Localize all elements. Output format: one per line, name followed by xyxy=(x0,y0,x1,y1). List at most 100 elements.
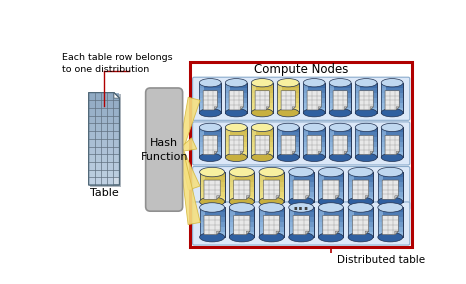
Polygon shape xyxy=(318,177,343,182)
Polygon shape xyxy=(355,83,360,113)
Polygon shape xyxy=(89,177,114,185)
FancyBboxPatch shape xyxy=(192,166,410,210)
Polygon shape xyxy=(318,212,343,217)
Polygon shape xyxy=(359,91,373,110)
Polygon shape xyxy=(259,217,284,222)
Polygon shape xyxy=(251,147,273,153)
Polygon shape xyxy=(370,107,373,110)
Polygon shape xyxy=(344,151,347,154)
Ellipse shape xyxy=(289,197,314,206)
Ellipse shape xyxy=(303,153,325,162)
Polygon shape xyxy=(355,132,377,137)
Polygon shape xyxy=(381,128,386,157)
Polygon shape xyxy=(199,128,221,132)
Polygon shape xyxy=(318,107,321,110)
Ellipse shape xyxy=(348,197,373,206)
Polygon shape xyxy=(289,232,314,237)
Polygon shape xyxy=(348,208,373,237)
Polygon shape xyxy=(89,100,119,108)
Polygon shape xyxy=(199,187,225,192)
Polygon shape xyxy=(255,91,269,110)
Polygon shape xyxy=(266,107,269,110)
Polygon shape xyxy=(348,187,373,192)
Polygon shape xyxy=(378,187,403,192)
Polygon shape xyxy=(226,137,247,142)
Ellipse shape xyxy=(199,153,221,162)
Polygon shape xyxy=(348,182,373,187)
Polygon shape xyxy=(348,192,373,197)
Polygon shape xyxy=(329,132,351,137)
Ellipse shape xyxy=(318,167,343,177)
Polygon shape xyxy=(277,142,299,147)
Ellipse shape xyxy=(277,79,299,87)
Polygon shape xyxy=(199,98,221,103)
Polygon shape xyxy=(199,147,221,153)
Polygon shape xyxy=(199,93,221,98)
Polygon shape xyxy=(333,135,347,154)
Polygon shape xyxy=(229,172,254,177)
Ellipse shape xyxy=(303,123,325,131)
Polygon shape xyxy=(251,93,273,98)
Ellipse shape xyxy=(381,79,403,87)
Polygon shape xyxy=(229,192,254,197)
Polygon shape xyxy=(303,108,325,113)
Polygon shape xyxy=(303,128,325,157)
Polygon shape xyxy=(199,128,221,157)
Polygon shape xyxy=(378,182,403,187)
Polygon shape xyxy=(277,147,299,153)
Ellipse shape xyxy=(378,232,403,242)
Ellipse shape xyxy=(378,203,403,212)
Polygon shape xyxy=(199,177,225,182)
Polygon shape xyxy=(289,192,314,197)
Polygon shape xyxy=(263,216,280,235)
Polygon shape xyxy=(277,88,299,93)
Polygon shape xyxy=(251,128,273,157)
Polygon shape xyxy=(229,172,254,202)
Polygon shape xyxy=(318,222,343,227)
Polygon shape xyxy=(378,192,403,197)
Polygon shape xyxy=(336,196,339,199)
Polygon shape xyxy=(226,147,247,153)
Polygon shape xyxy=(289,197,314,202)
Polygon shape xyxy=(355,128,360,157)
Polygon shape xyxy=(199,182,225,187)
Polygon shape xyxy=(348,227,373,232)
Ellipse shape xyxy=(229,203,254,212)
Polygon shape xyxy=(255,135,269,154)
Polygon shape xyxy=(303,83,308,113)
Polygon shape xyxy=(306,231,309,235)
Polygon shape xyxy=(89,162,119,170)
Polygon shape xyxy=(307,135,321,154)
Polygon shape xyxy=(251,108,273,113)
Polygon shape xyxy=(355,137,377,142)
Polygon shape xyxy=(199,192,225,197)
Ellipse shape xyxy=(229,232,254,242)
Polygon shape xyxy=(226,98,247,103)
Polygon shape xyxy=(199,172,205,202)
Polygon shape xyxy=(226,93,247,98)
Ellipse shape xyxy=(318,197,343,206)
Polygon shape xyxy=(303,88,325,93)
Ellipse shape xyxy=(251,153,273,162)
Polygon shape xyxy=(247,231,250,235)
Polygon shape xyxy=(247,196,250,199)
Ellipse shape xyxy=(226,108,247,117)
Ellipse shape xyxy=(199,232,225,242)
Ellipse shape xyxy=(259,197,284,206)
Polygon shape xyxy=(199,197,225,202)
Polygon shape xyxy=(289,208,295,237)
Polygon shape xyxy=(378,172,403,202)
Polygon shape xyxy=(259,212,284,217)
Polygon shape xyxy=(226,103,247,108)
Polygon shape xyxy=(199,128,204,157)
FancyBboxPatch shape xyxy=(192,202,410,245)
Ellipse shape xyxy=(289,167,314,177)
Ellipse shape xyxy=(251,108,273,117)
Polygon shape xyxy=(229,182,254,187)
Polygon shape xyxy=(323,216,339,235)
Ellipse shape xyxy=(226,79,247,87)
Ellipse shape xyxy=(251,123,273,131)
Polygon shape xyxy=(277,108,299,113)
Polygon shape xyxy=(318,217,343,222)
Polygon shape xyxy=(355,88,377,93)
